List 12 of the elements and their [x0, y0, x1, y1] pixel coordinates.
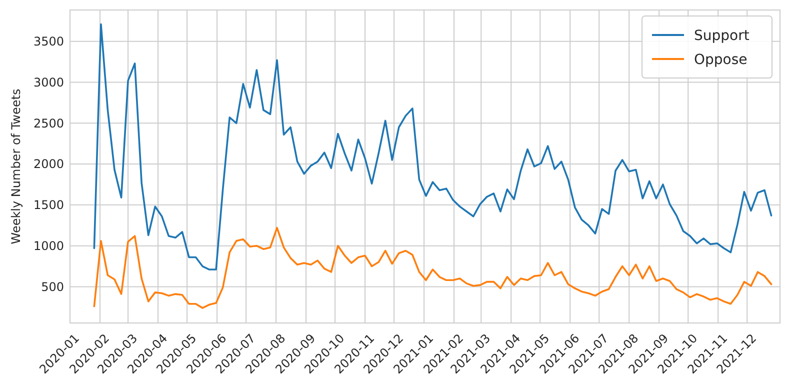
y-tick-label: 3000 — [33, 75, 64, 90]
y-tick-label: 3500 — [33, 34, 64, 49]
line-series — [93, 226, 772, 309]
y-tick-label: 2000 — [33, 157, 64, 172]
legend-label: Oppose — [694, 52, 748, 68]
y-tick-label: 1500 — [33, 198, 64, 212]
line-series — [93, 23, 772, 270]
legend-label: Support — [694, 28, 750, 44]
y-tick-label: 500 — [41, 280, 64, 294]
y-axis-title: Weekly Number of Tweets — [9, 88, 23, 244]
y-tick-label: 1000 — [33, 239, 64, 254]
y-tick-label: 2500 — [33, 116, 64, 130]
